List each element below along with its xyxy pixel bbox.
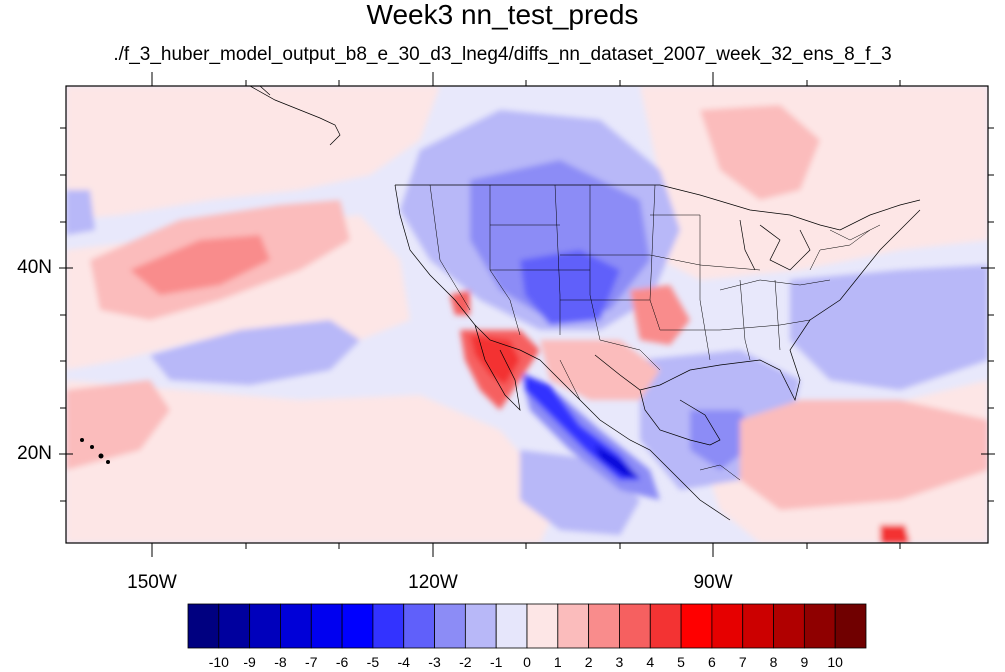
colorbar-label: 9 bbox=[800, 654, 809, 670]
country-boundaries bbox=[559, 359, 741, 481]
colorbar-label: -2 bbox=[459, 654, 472, 670]
colorbar-box bbox=[526, 603, 559, 649]
colorbar-label: 5 bbox=[677, 654, 685, 670]
field-light-blue-atlantic bbox=[790, 265, 988, 390]
colorbar-box bbox=[557, 603, 590, 649]
colorbar-box bbox=[310, 603, 343, 649]
colorbar-box bbox=[403, 603, 435, 649]
field-light-pink-north bbox=[66, 86, 440, 220]
state-boundaries bbox=[429, 184, 881, 371]
field-pink-canada bbox=[700, 105, 820, 200]
colorbar-box bbox=[218, 603, 251, 649]
colorbar-label: -5 bbox=[366, 654, 380, 670]
colorbar-label: 4 bbox=[646, 654, 655, 670]
field-dark-blue-mexico bbox=[525, 375, 640, 480]
colorbar-box bbox=[434, 603, 466, 649]
colorbar-label: -3 bbox=[428, 654, 441, 670]
colorbar-label: -6 bbox=[335, 654, 349, 670]
colorbar-box bbox=[680, 603, 713, 649]
colorbar-box bbox=[495, 603, 528, 649]
colorbar-box bbox=[280, 603, 312, 649]
field-light-blue-west bbox=[66, 190, 95, 235]
islands bbox=[80, 438, 110, 464]
lon-label-90w: 90W bbox=[693, 572, 733, 593]
colorbar-box bbox=[187, 603, 220, 649]
lon-label-150w: 150W bbox=[127, 572, 177, 593]
colorbar-box bbox=[588, 603, 620, 649]
lon-label-120w: 120W bbox=[408, 572, 458, 593]
colorbar-label: -9 bbox=[243, 654, 256, 670]
field-red-california bbox=[450, 290, 470, 315]
field-red-baja-core bbox=[470, 335, 520, 385]
colorbar-label: 10 bbox=[827, 654, 843, 670]
field-light-pink-south bbox=[66, 380, 560, 543]
lat-label-40n: 40N bbox=[17, 257, 52, 278]
colorbar-box bbox=[464, 603, 497, 649]
field-dark-blue-rockies bbox=[520, 250, 620, 325]
colorbar-label: 2 bbox=[584, 654, 593, 670]
colorbar-box bbox=[773, 603, 805, 649]
colorbar-label: 6 bbox=[708, 654, 716, 670]
colorbar-box bbox=[249, 603, 281, 649]
colorbar-label: -1 bbox=[489, 654, 503, 670]
colorbar-box bbox=[834, 603, 867, 649]
colorbar-label: -10 bbox=[208, 654, 229, 670]
field-pink-caribbean bbox=[740, 400, 988, 510]
field-red-south-america bbox=[880, 525, 910, 543]
colorbar-label: 8 bbox=[769, 654, 778, 670]
axis-ticks bbox=[59, 72, 995, 557]
plot-subtitle: ./f_3_huber_model_output_b8_e_30_d3_lneg… bbox=[113, 44, 892, 65]
colorbar-box bbox=[341, 603, 374, 649]
field-darkest-blue-mexico bbox=[595, 445, 640, 478]
colorbar-label: 0 bbox=[523, 654, 531, 670]
coastlines bbox=[249, 86, 921, 521]
field-pink-pacific-core bbox=[130, 235, 270, 295]
plot-title: Week3 nn_test_preds bbox=[366, 0, 639, 30]
colorbar-label: -8 bbox=[274, 654, 287, 670]
field-light-blue-pacific bbox=[150, 320, 360, 385]
colorbar-label: 1 bbox=[553, 654, 562, 670]
colorbar-box bbox=[619, 603, 651, 649]
field-pink-texas bbox=[540, 340, 660, 400]
colorbar-box bbox=[649, 603, 682, 649]
colorbar-box bbox=[803, 603, 836, 649]
colorbar-box bbox=[742, 603, 774, 649]
colorbar-label: 3 bbox=[615, 654, 624, 670]
colorbar-box bbox=[372, 603, 405, 649]
colorbar-label: -7 bbox=[305, 654, 318, 670]
lat-label-20n: 20N bbox=[17, 443, 52, 464]
colorbar-box bbox=[711, 603, 744, 649]
colorbar-label: -4 bbox=[397, 654, 410, 670]
colorbar-label: 7 bbox=[738, 654, 747, 670]
